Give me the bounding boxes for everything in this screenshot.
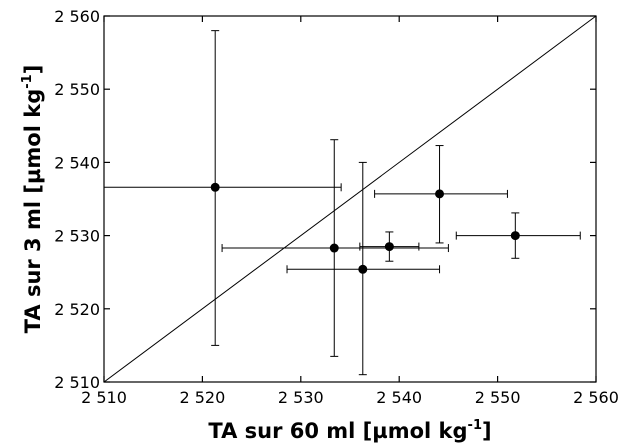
data-point	[384, 242, 394, 252]
data-point	[210, 182, 220, 192]
data-point	[435, 189, 445, 199]
x-axis-title: TA sur 60 ml [µmol kg-1]	[208, 418, 491, 443]
x-tick-label: 2 540	[376, 388, 422, 407]
y-tick-label: 2 510	[54, 373, 100, 392]
y-tick-label: 2 560	[54, 7, 100, 26]
x-tick-label: 2 530	[278, 388, 324, 407]
y-axis-title-main: TA sur 3 ml [µmol kg	[21, 89, 45, 334]
x-axis-title-sup: -1	[468, 418, 482, 433]
y-tick-label: 2 540	[54, 153, 100, 172]
reference-line-layer	[103, 15, 597, 383]
x-axis-title-main: TA sur 60 ml [µmol kg	[208, 419, 467, 443]
point-layer	[210, 182, 520, 274]
x-tick-label: 2 550	[475, 388, 521, 407]
x-tick-layer: 2 510 2 520 2 530 2 540 2 550 2 560	[81, 16, 619, 407]
plot-frame	[103, 15, 597, 383]
x-tick-label: 2 510	[81, 388, 127, 407]
y-tick-label: 2 550	[54, 80, 100, 99]
y-tick-label: 2 520	[54, 300, 100, 319]
x-tick-label: 2 520	[179, 388, 225, 407]
y-axis-title: TA sur 3 ml [µmol kg-1]	[20, 65, 45, 334]
one-to-one-line	[103, 15, 597, 383]
data-point	[358, 264, 368, 274]
data-point	[329, 243, 339, 253]
error-bar-layer	[104, 30, 581, 376]
data-point	[510, 231, 520, 241]
x-axis-title-tail: ]	[482, 419, 492, 443]
y-tick-layer: 2 510 2 520 2 530 2 540 2 550 2 560	[54, 7, 596, 392]
y-axis-title-sup: -1	[20, 74, 35, 88]
y-axis-title-tail: ]	[21, 65, 45, 75]
y-tick-label: 2 530	[54, 227, 100, 246]
x-tick-label: 2 560	[573, 388, 619, 407]
